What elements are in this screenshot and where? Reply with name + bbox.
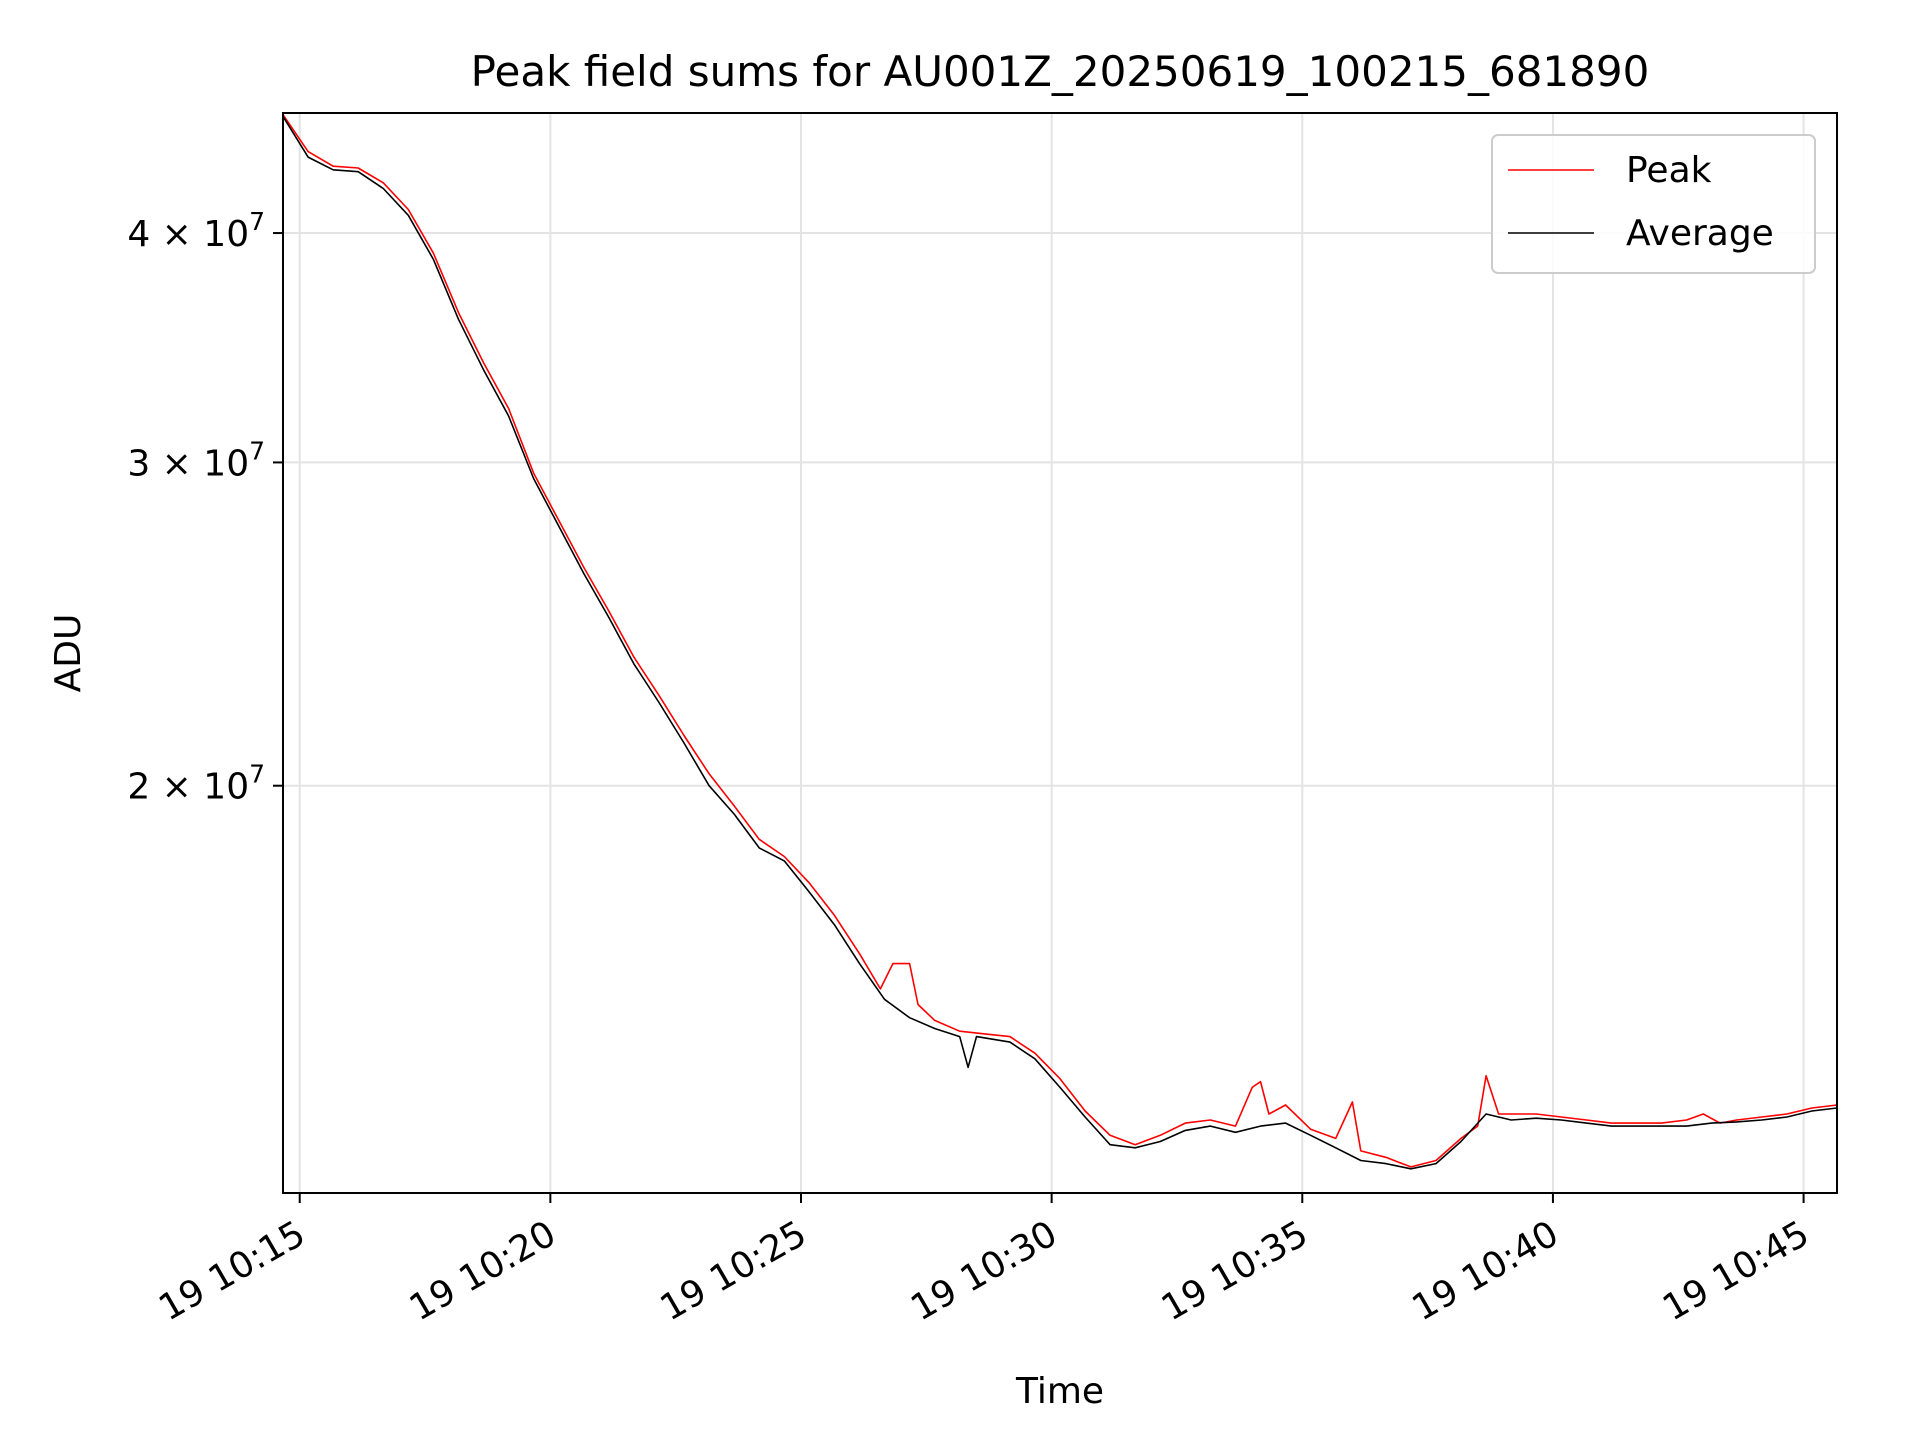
y-tick-label: 3 × 107 bbox=[127, 436, 265, 484]
series-line-peak bbox=[282, 114, 1838, 1168]
x-axis-label: Time bbox=[1015, 1371, 1104, 1412]
plot-frame bbox=[282, 112, 1838, 1194]
y-axis-ticks: 2 × 107 3 × 107 4 × 107 bbox=[127, 207, 283, 808]
plot-series bbox=[282, 114, 1838, 1170]
series-line-average bbox=[282, 115, 1838, 1170]
chart-title: Peak field sums for AU001Z_20250619_1002… bbox=[471, 47, 1650, 96]
legend: Peak Average bbox=[1491, 134, 1816, 274]
y-tick-label: 4 × 107 bbox=[127, 207, 265, 255]
y-axis-label: ADU bbox=[48, 614, 89, 693]
legend-label-peak: Peak bbox=[1626, 150, 1712, 191]
y-tick-label: 2 × 107 bbox=[127, 760, 265, 808]
legend-label-average: Average bbox=[1626, 213, 1774, 254]
